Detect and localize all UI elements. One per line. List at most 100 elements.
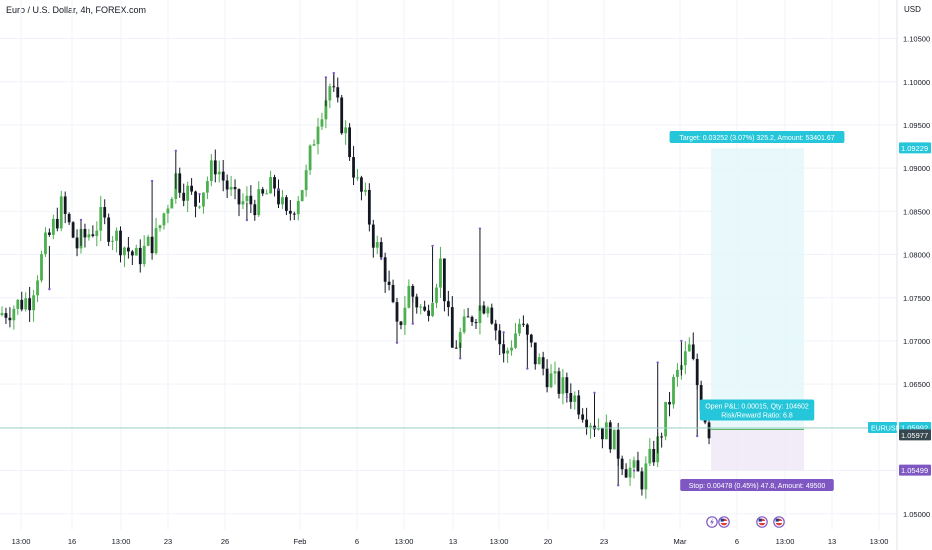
candle-up: [407, 285, 411, 308]
spike-dot: [565, 395, 569, 399]
time-tick-label: 26: [221, 537, 229, 546]
spike-dot: [48, 287, 51, 291]
candle-up: [320, 119, 324, 127]
candle-down: [285, 197, 288, 211]
candle-down: [233, 187, 237, 190]
candle-down: [569, 393, 573, 402]
time-tick-label: 13:00: [12, 537, 31, 546]
candle-down: [127, 247, 130, 252]
candle-up: [478, 305, 482, 323]
candle-down: [581, 414, 585, 420]
spike-dot: [593, 391, 596, 394]
stop-label-bg[interactable]: [680, 479, 834, 491]
stop-zone[interactable]: [711, 429, 804, 471]
spike-dot: [395, 341, 399, 344]
position-labels: Target: 0.03252 (3.07%) 325.2, Amount: 5…: [669, 131, 845, 491]
candle-up: [245, 195, 249, 202]
price-lines: [0, 427, 897, 430]
candle-up: [111, 240, 114, 242]
candle-down: [446, 301, 450, 308]
candle-up: [458, 332, 462, 348]
open-pnl-label: Risk/Reward Ratio: 6.8: [721, 413, 793, 420]
candles: [0, 71, 711, 499]
candle-up: [142, 245, 146, 265]
entry-price-tag-bg: [899, 429, 931, 441]
spike-dot: [150, 179, 154, 183]
last-price-tag: 1.05992: [901, 424, 928, 433]
spike-dot: [502, 331, 505, 334]
candle-down: [138, 247, 142, 265]
spike-dot: [656, 361, 659, 364]
candle-down: [668, 401, 671, 405]
open-pnl-label-bg[interactable]: [699, 399, 815, 421]
candle-down: [28, 298, 32, 311]
candle-down: [55, 218, 59, 229]
candle-down: [91, 234, 95, 236]
price-tick-label: 1.06500: [903, 380, 930, 389]
price-tick-label: 1.09000: [903, 164, 930, 173]
time-tick-label: 20: [544, 537, 552, 546]
candle-up: [324, 100, 328, 120]
candle-up: [632, 460, 636, 468]
candle-down: [557, 371, 561, 394]
target-label-bg[interactable]: [669, 131, 845, 143]
time-tick-label: 13:00: [490, 537, 509, 546]
candle-up: [154, 228, 158, 254]
lightning-glyph: [710, 518, 714, 526]
spike-dot: [79, 218, 83, 222]
candle-down: [474, 322, 478, 324]
candle-up: [87, 234, 91, 238]
candle-up: [648, 448, 652, 464]
candle-down: [522, 323, 525, 325]
candle-up: [589, 425, 592, 428]
candle-up: [51, 218, 55, 235]
time-tick-label: 6: [735, 537, 739, 546]
candle-up: [32, 295, 35, 311]
candle-down: [8, 317, 12, 321]
candle-down: [182, 192, 186, 201]
candle-down: [423, 306, 427, 311]
candle-up: [269, 177, 272, 194]
candle-up: [597, 428, 600, 430]
spike-dot: [174, 149, 177, 153]
candle-up: [687, 344, 691, 352]
candle-down: [470, 316, 474, 323]
candle-down: [498, 330, 502, 345]
candle-up: [0, 313, 4, 316]
spike-dot: [431, 244, 434, 248]
flag-canton: [758, 518, 762, 522]
spike-dot: [617, 484, 620, 487]
event-markers: [706, 516, 785, 528]
candle-up: [166, 208, 170, 214]
candle-down: [348, 127, 351, 158]
candle-down: [48, 232, 51, 235]
candle-up: [364, 189, 367, 192]
candle-down: [640, 471, 644, 490]
candle-up: [419, 306, 423, 308]
candle-up: [506, 350, 509, 354]
symbol-tag: EURUSD: [871, 426, 901, 433]
candle-up: [206, 181, 209, 193]
time-axis: 13:00 16 13:00 23 26 Feb 6 13:00 13 13:00 20 23 Mar 6…: [12, 537, 889, 546]
candle-up: [24, 298, 28, 310]
spike-dot: [380, 257, 383, 261]
candle-down: [608, 422, 612, 450]
candle-up: [328, 86, 332, 101]
candle-down: [395, 302, 399, 322]
time-tick-label: 16: [68, 537, 76, 546]
flag-canton: [775, 518, 779, 522]
spike-dot: [332, 71, 335, 75]
price-tick-label: 1.08000: [903, 251, 930, 260]
candle-down: [652, 448, 656, 463]
price-tick-label: 1.10500: [903, 35, 930, 44]
candle-down: [225, 180, 229, 190]
candle-up: [162, 213, 166, 226]
candle-down: [585, 419, 588, 428]
candle-down: [529, 334, 533, 343]
candle-up: [676, 369, 679, 377]
candle-up: [170, 198, 174, 209]
target-zone[interactable]: [711, 148, 804, 430]
candle-down: [601, 428, 604, 440]
candle-down: [119, 230, 122, 256]
